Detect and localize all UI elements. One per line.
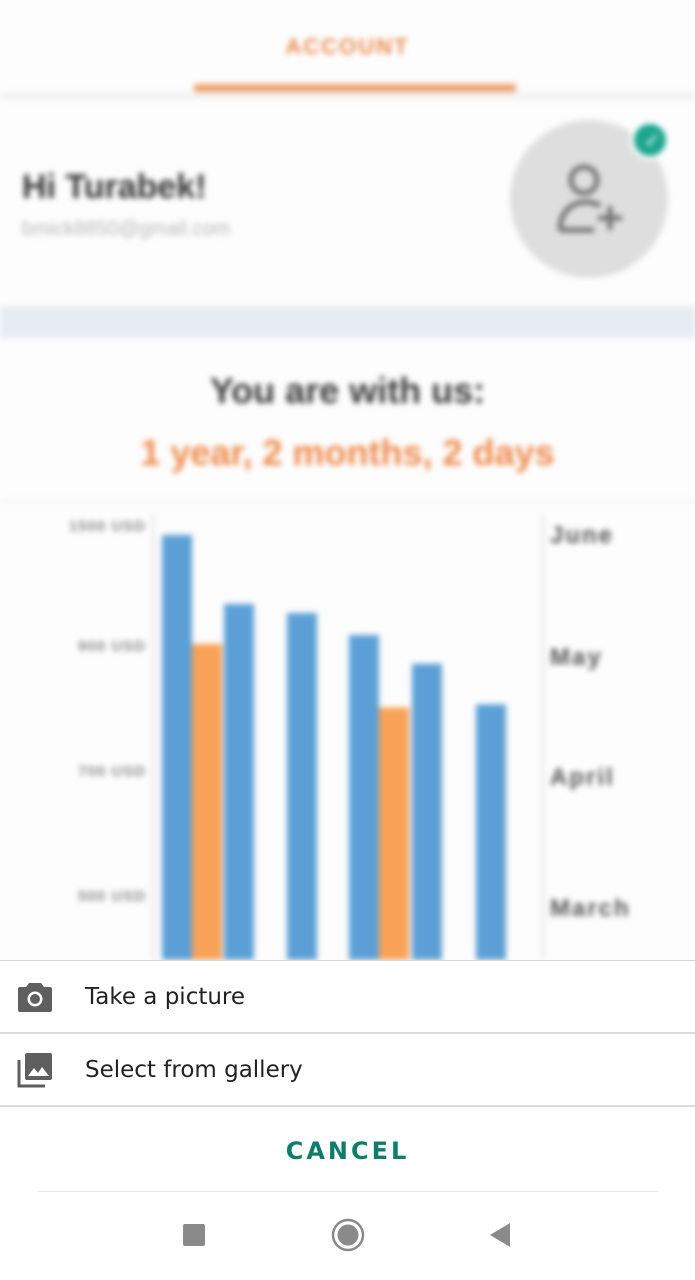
chart-bar — [162, 535, 192, 960]
chart-bar — [476, 704, 506, 960]
back-triangle-icon — [490, 1223, 510, 1247]
tab-indicator — [194, 84, 516, 92]
month-label: June — [550, 522, 614, 549]
square-icon — [183, 1224, 205, 1246]
photo-source-sheet: Take a picture Select from gallery CANCE… — [0, 960, 695, 1280]
select-gallery-label: Select from gallery — [85, 1057, 303, 1083]
spending-chart: 1500 USD 900 USD 700 USD 500 USD June May Apri… — [69, 515, 631, 960]
select-gallery-option[interactable]: Select from gallery — [0, 1034, 695, 1106]
account-screen-background: ACCOUNT Hi Turabek! bmick8850@gmail.com … — [0, 34, 695, 960]
cancel-button[interactable]: CANCEL — [285, 1137, 410, 1165]
section-divider — [0, 306, 695, 338]
month-label: April — [550, 764, 615, 791]
y-tick-label: 700 USD — [78, 763, 146, 780]
y-tick-label: 1500 USD — [69, 518, 146, 535]
add-person-icon — [557, 164, 622, 233]
take-picture-option[interactable]: Take a picture — [0, 961, 695, 1033]
gallery-icon — [17, 1053, 52, 1088]
chart-bar — [192, 644, 222, 960]
membership-duration: 1 year, 2 months, 2 days — [140, 432, 555, 473]
greeting-text: Hi Turabek! — [22, 168, 207, 206]
nav-divider — [38, 1191, 658, 1192]
sheet-divider — [0, 1105, 695, 1107]
take-picture-label: Take a picture — [85, 984, 246, 1010]
sheet-divider — [0, 1032, 695, 1034]
tab-account: ACCOUNT — [285, 34, 410, 59]
month-label: May — [550, 644, 603, 671]
chart-divider — [0, 500, 695, 502]
y-tick-label: 500 USD — [78, 888, 146, 905]
blurred-content: ACCOUNT Hi Turabek! bmick8850@gmail.com … — [0, 34, 695, 960]
month-label: March — [550, 895, 631, 922]
y-tick-label: 900 USD — [78, 638, 146, 655]
email-text: bmick8850@gmail.com — [22, 218, 231, 240]
home-circle-icon — [331, 1218, 365, 1252]
chart-bar — [379, 707, 409, 960]
avatar — [510, 120, 668, 278]
chart-bar — [224, 604, 254, 960]
camera-icon — [18, 983, 52, 1012]
home-button[interactable] — [318, 1207, 378, 1263]
chart-bar — [412, 663, 442, 960]
recents-button[interactable] — [164, 1207, 224, 1263]
back-button[interactable] — [470, 1207, 530, 1263]
system-navigation-bar — [0, 1207, 695, 1263]
tab-bar-shadow — [0, 92, 695, 100]
check-icon: ✓ — [630, 120, 670, 160]
chart-bar — [287, 613, 317, 960]
membership-heading: You are with us: — [209, 370, 486, 411]
chart-bar — [349, 635, 379, 960]
